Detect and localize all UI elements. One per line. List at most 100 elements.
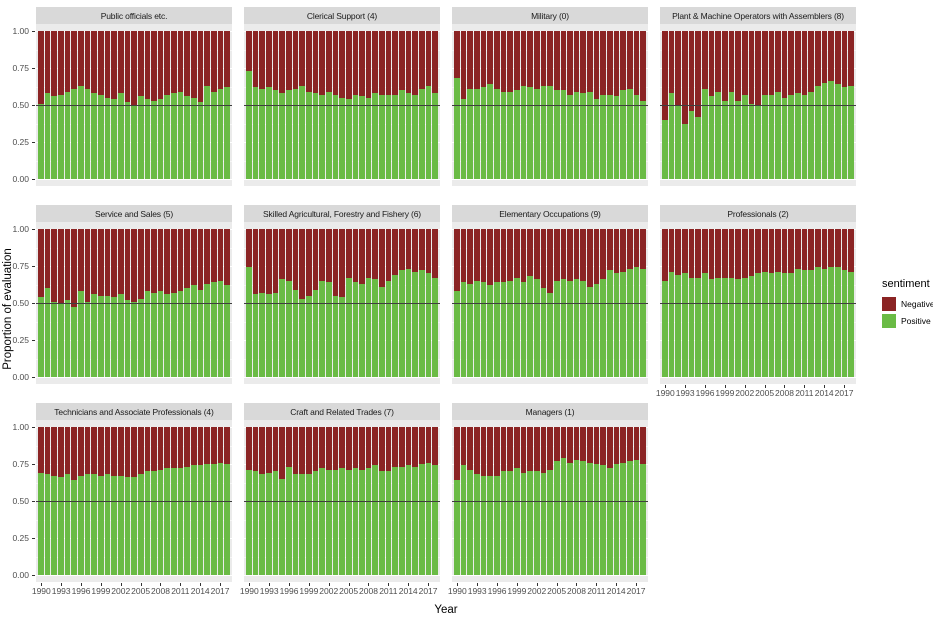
negative-segment (332, 31, 339, 95)
positive-segment (104, 474, 111, 575)
negative-segment (741, 31, 748, 95)
negative-segment (768, 31, 775, 95)
y-tick-label: 0.75 (12, 459, 29, 469)
bar-2017 (841, 31, 848, 179)
bar-1998 (91, 229, 97, 377)
x-tick-mark (120, 583, 122, 586)
positive-segment (204, 283, 211, 377)
positive-segment (620, 271, 627, 377)
negative-segment (104, 31, 111, 98)
positive-segment (399, 90, 405, 179)
bar-2016 (211, 229, 217, 377)
bar-2000 (312, 229, 319, 377)
bar-1993 (265, 427, 272, 575)
negative-segment (292, 31, 299, 89)
bar-2006 (352, 229, 359, 377)
positive-segment (573, 459, 580, 575)
gridline (36, 377, 232, 378)
positive-segment (761, 271, 768, 377)
bar-1993 (681, 31, 688, 179)
positive-segment (157, 291, 164, 377)
positive-segment (735, 100, 741, 179)
positive-segment (412, 94, 419, 179)
positive-segment (425, 85, 432, 179)
gridline (452, 179, 648, 180)
positive-segment (741, 94, 748, 179)
positive-segment (211, 464, 217, 575)
facet-strip-title: Plant & Machine Operators with Assembler… (660, 7, 856, 24)
negative-segment (217, 229, 224, 281)
negative-segment (728, 229, 735, 278)
negative-segment (553, 427, 560, 462)
negative-segment (593, 229, 600, 284)
positive-segment (412, 466, 419, 575)
positive-segment (841, 270, 848, 377)
positive-segment (379, 286, 385, 377)
bar-2014 (613, 427, 620, 575)
x-tick-mark (457, 583, 459, 586)
positive-segment (77, 85, 84, 179)
positive-segment (137, 298, 144, 377)
positive-segment (91, 93, 97, 179)
bar-2004 (547, 427, 553, 575)
positive-segment (640, 100, 647, 179)
positive-segment (51, 96, 57, 179)
bar-2010 (171, 229, 177, 377)
negative-segment (788, 31, 795, 95)
bar-1993 (265, 31, 272, 179)
negative-segment (500, 427, 507, 472)
bar-2008 (781, 31, 788, 179)
bar-1994 (64, 427, 71, 575)
positive-segment (695, 116, 701, 179)
x-tick-mark (824, 385, 826, 388)
bar-2017 (841, 229, 848, 377)
negative-segment (224, 31, 231, 88)
legend-title: sentiment (882, 278, 930, 290)
bar-1998 (507, 229, 513, 377)
positive-segment (246, 267, 252, 377)
y-tick-label: 0.25 (12, 335, 29, 345)
positive-segment (339, 297, 345, 377)
bar-2012 (808, 31, 815, 179)
bar-1994 (480, 31, 487, 179)
bar-1991 (44, 229, 51, 377)
bar-2006 (560, 31, 567, 179)
positive-segment (57, 303, 64, 377)
negative-segment (633, 229, 640, 268)
facet-row-panels: Public officials etc. Clerical Support (4… (36, 7, 856, 186)
facet-panel (244, 420, 440, 582)
positive-segment (841, 87, 848, 179)
positive-segment (848, 271, 855, 377)
bar-1990 (246, 427, 252, 575)
x-tick-label: 1999 (715, 388, 735, 398)
bar-2008 (157, 229, 164, 377)
negative-segment (405, 427, 412, 466)
negative-segment (788, 229, 795, 274)
negative-segment (675, 31, 681, 107)
bar-1997 (500, 31, 507, 179)
negative-segment (144, 31, 151, 100)
positive-segment (600, 465, 607, 575)
bar-2012 (184, 31, 191, 179)
bar-2009 (372, 229, 379, 377)
negative-segment (171, 31, 177, 94)
positive-segment (171, 292, 177, 377)
positive-segment (184, 288, 191, 377)
x-tick-label: 1993 (467, 586, 487, 596)
bar-2013 (815, 31, 821, 179)
positive-segment (633, 94, 640, 179)
negative-segment (359, 31, 365, 97)
positive-segment (144, 471, 151, 575)
positive-segment (177, 468, 184, 575)
bar-1994 (688, 31, 695, 179)
bar-1997 (84, 31, 91, 179)
negative-segment (77, 427, 84, 476)
positive-segment (835, 267, 841, 377)
positive-segment (668, 271, 675, 377)
bar-2001 (111, 31, 117, 179)
x-tick-label: 1999 (299, 586, 319, 596)
bar-2010 (379, 31, 385, 179)
facet-strip-title: Clerical Support (4) (244, 7, 440, 24)
negative-segment (379, 427, 385, 472)
negative-segment (111, 427, 117, 476)
